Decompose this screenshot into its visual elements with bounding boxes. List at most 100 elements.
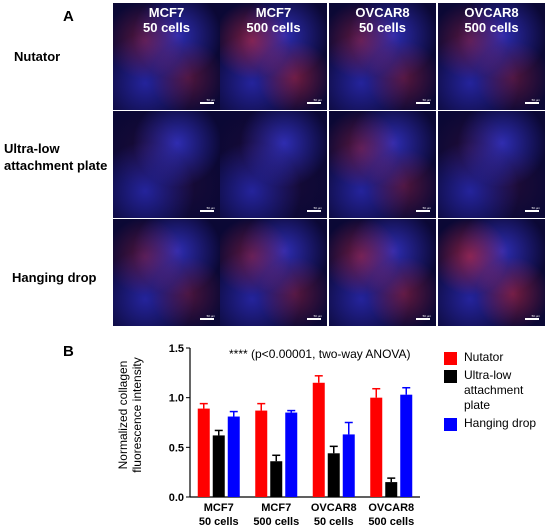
scale-bar-label: 50 µm bbox=[313, 314, 322, 318]
micrograph-r1-c3: 50 µm bbox=[438, 111, 545, 218]
y-tick-label: 1.0 bbox=[169, 393, 184, 405]
scale-bar bbox=[416, 318, 430, 320]
bar bbox=[197, 408, 210, 497]
scale-bar bbox=[416, 102, 430, 104]
scale-bar-label: 50 µm bbox=[531, 98, 540, 102]
y-tick-label: 0.5 bbox=[169, 442, 184, 454]
micrograph-fill bbox=[220, 111, 327, 218]
y-axis-label-line1: Normalized collagen bbox=[116, 361, 130, 470]
scale-bar-label: 50 µm bbox=[206, 206, 215, 210]
bar bbox=[212, 435, 225, 497]
x-tick-label-line2: 500 cells bbox=[253, 516, 299, 528]
scale-bar bbox=[307, 102, 321, 104]
scale-bar-label: 50 µm bbox=[531, 206, 540, 210]
micrograph-r0-c1: MCF7 500 cells 50 µm bbox=[220, 3, 327, 110]
column-label: OVCAR8 50 cells bbox=[329, 5, 436, 35]
scale-bar bbox=[200, 102, 214, 104]
micrograph-r2-c3: 50 µm bbox=[438, 219, 545, 326]
scale-bar bbox=[307, 318, 321, 320]
scale-bar bbox=[525, 318, 539, 320]
column-label-line1: OVCAR8 bbox=[355, 5, 410, 20]
column-label-line1: MCF7 bbox=[148, 5, 185, 20]
micrograph-fill bbox=[113, 3, 220, 110]
scale-bar bbox=[200, 210, 214, 212]
x-tick-label-line1: OVCAR8 bbox=[311, 502, 357, 514]
scale-bar-label: 50 µm bbox=[313, 206, 322, 210]
micrograph-r1-c1: 50 µm bbox=[220, 111, 327, 218]
scale-bar bbox=[416, 210, 430, 212]
scale-bar bbox=[200, 318, 214, 320]
y-tick-label: 1.5 bbox=[169, 343, 184, 355]
micrograph-fill bbox=[220, 219, 327, 326]
micrograph-r1-c0: 50 µm bbox=[113, 111, 220, 218]
column-label-line1: OVCAR8 bbox=[464, 5, 519, 20]
bar bbox=[227, 416, 240, 497]
legend-swatch-red bbox=[444, 352, 457, 365]
scale-bar-label: 50 µm bbox=[206, 314, 215, 318]
bar bbox=[342, 434, 355, 497]
micrograph-fill bbox=[438, 3, 545, 110]
micrograph-fill bbox=[329, 111, 436, 218]
bar bbox=[400, 394, 413, 497]
column-label: MCF7 50 cells bbox=[113, 5, 220, 35]
micrograph-r2-c2: 50 µm bbox=[329, 219, 436, 326]
bar bbox=[285, 412, 298, 497]
scale-bar-label: 50 µm bbox=[206, 98, 215, 102]
micrograph-r1-c2: 50 µm bbox=[329, 111, 436, 218]
micrograph-fill bbox=[220, 3, 327, 110]
micrograph-r2-c0: 50 µm bbox=[113, 219, 220, 326]
bar bbox=[255, 410, 268, 497]
panel-a-letter: A bbox=[63, 8, 74, 25]
micrograph-fill bbox=[329, 3, 436, 110]
x-tick-label-line1: MCF7 bbox=[261, 502, 291, 514]
column-label-line2: 500 cells bbox=[464, 20, 519, 35]
legend-swatch-black bbox=[444, 370, 457, 383]
legend-label: Nutator bbox=[464, 350, 504, 364]
micrograph-r0-c3: OVCAR8 500 cells 50 µm bbox=[438, 3, 545, 110]
x-tick-label-line1: MCF7 bbox=[204, 502, 234, 514]
micrograph-r2-c1: 50 µm bbox=[220, 219, 327, 326]
micrograph-fill bbox=[113, 219, 220, 326]
bar bbox=[370, 397, 383, 497]
column-label: MCF7 500 cells bbox=[220, 5, 327, 35]
column-label-line2: 500 cells bbox=[246, 20, 301, 35]
micrograph-fill bbox=[438, 111, 545, 218]
scale-bar-label: 50 µm bbox=[422, 98, 431, 102]
collagen-bar-chart: **** (p<0.00001, two-way ANOVA) Normaliz… bbox=[116, 343, 420, 528]
y-axis-label-line2: fluorescence intensity bbox=[130, 357, 144, 472]
legend-label: Ultra-low attachment plate bbox=[464, 368, 524, 412]
legend-label: Hanging drop bbox=[464, 416, 537, 430]
column-label-line1: MCF7 bbox=[255, 5, 292, 20]
panel-b-letter: B bbox=[63, 343, 74, 360]
column-label: OVCAR8 500 cells bbox=[438, 5, 545, 35]
row-label-hanging-drop: Hanging drop bbox=[12, 270, 97, 285]
micrograph-r0-c2: OVCAR8 50 cells 50 µm bbox=[329, 3, 436, 110]
scale-bar bbox=[525, 210, 539, 212]
x-tick-label-line2: 50 cells bbox=[314, 516, 354, 528]
scale-bar-label: 50 µm bbox=[422, 314, 431, 318]
scale-bar bbox=[307, 210, 321, 212]
x-tick-label-line1: OVCAR8 bbox=[368, 502, 414, 514]
bar bbox=[327, 453, 340, 497]
scale-bar bbox=[525, 102, 539, 104]
scale-bar-label: 50 µm bbox=[313, 98, 322, 102]
row-label-nutator: Nutator bbox=[14, 49, 61, 64]
y-tick-label: 0.0 bbox=[169, 492, 184, 504]
row-label-ultra-low: Ultra-low attachment plate bbox=[4, 141, 108, 173]
scale-bar-label: 50 µm bbox=[531, 314, 540, 318]
micrograph-fill bbox=[438, 219, 545, 326]
micrograph-fill bbox=[329, 219, 436, 326]
significance-annotation: **** (p<0.00001, two-way ANOVA) bbox=[229, 347, 411, 361]
x-tick-label-line2: 500 cells bbox=[368, 516, 414, 528]
column-label-line2: 50 cells bbox=[143, 20, 190, 35]
bar bbox=[385, 482, 398, 497]
micrograph-r0-c0: MCF7 50 cells 50 µm bbox=[113, 3, 220, 110]
scale-bar-label: 50 µm bbox=[422, 206, 431, 210]
micrograph-fill bbox=[113, 111, 220, 218]
legend-swatch-blue bbox=[444, 418, 457, 431]
column-label-line2: 50 cells bbox=[359, 20, 406, 35]
bar bbox=[270, 461, 283, 497]
plot-area: 0.0 0.5 1.0 1.5 MCF7 50 cells MCF7 500 cells OVC… bbox=[169, 343, 420, 528]
x-tick-label-line2: 50 cells bbox=[199, 516, 239, 528]
bar bbox=[312, 382, 325, 497]
